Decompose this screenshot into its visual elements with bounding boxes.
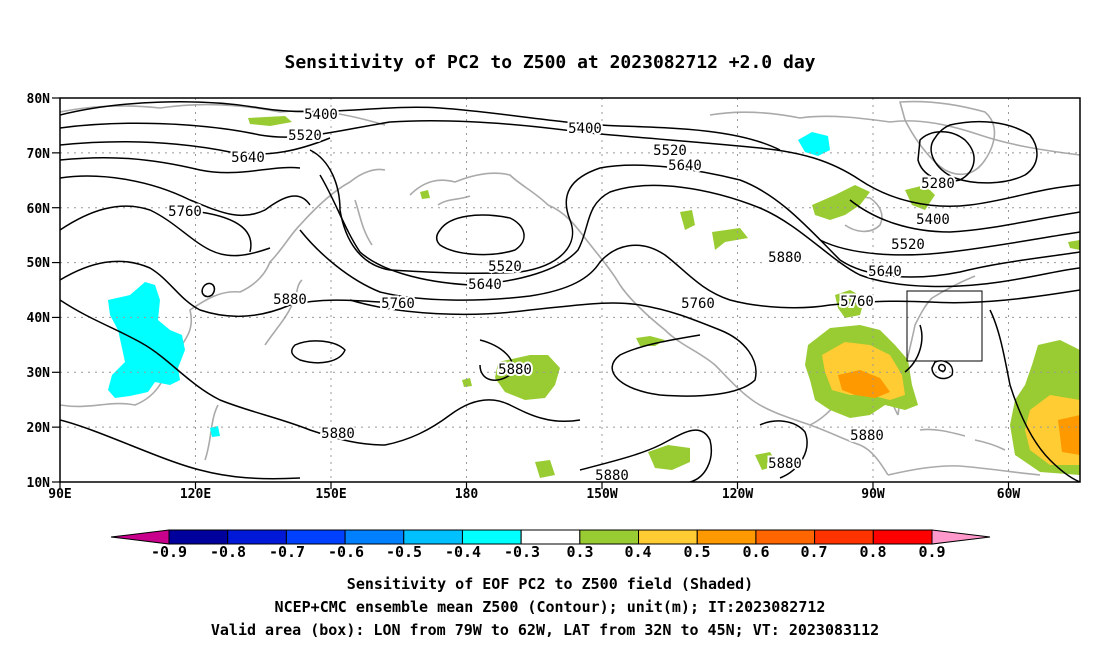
colorbar-cell [814, 529, 874, 545]
lon-label: 120E [180, 487, 211, 502]
axis-ticks [52, 97, 1010, 489]
contour-label: 5880 [321, 426, 355, 442]
caption-line-2: NCEP+CMC ensemble mean Z500 (Contour); u… [275, 598, 826, 616]
colorbar-label: -0.8 [210, 543, 246, 561]
contour-label: 5280 [921, 176, 955, 192]
colorbar-right-triangle [931, 529, 991, 545]
shading-positive [248, 116, 1080, 478]
colorbar-label: 0.8 [859, 543, 886, 561]
graticule [60, 98, 1080, 482]
colorbar-cell [461, 529, 522, 545]
contour-label: 5520 [653, 143, 687, 159]
colorbar: -0.9 -0.8 -0.7 -0.6 -0.5 -0.4 -0.3 0.3 0… [110, 529, 991, 561]
lon-label: 120W [722, 487, 753, 502]
chart-title: Sensitivity of PC2 to Z500 at 2023082712… [284, 52, 815, 73]
lat-labels: 80N 70N 60N 50N 40N 30N 20N 10N [27, 92, 51, 491]
valid-area-box [906, 290, 983, 362]
contour-label: 5520 [488, 259, 522, 275]
colorbar-cell [168, 529, 229, 545]
contour-label: 5760 [168, 204, 202, 220]
colorbar-label: -0.3 [504, 543, 540, 561]
contour-label: 5880 [498, 362, 532, 378]
contour-label: 5400 [304, 107, 338, 123]
contour-labels: 5400 5400 5520 5520 5520 5640 5640 5640 … [166, 105, 957, 484]
colorbar-label: 0.4 [624, 543, 651, 561]
colorbar-label: 0.6 [742, 543, 769, 561]
lon-label: 150E [315, 487, 346, 502]
contour-label: 5880 [768, 250, 802, 266]
colorbar-left-triangle [110, 529, 170, 545]
contour-label: 5640 [231, 150, 265, 166]
lat-label: 80N [27, 92, 51, 107]
lat-label: 10N [27, 476, 51, 491]
colorbar-cell [344, 529, 405, 545]
contour-label: 5640 [668, 158, 702, 174]
contour-label: 5640 [868, 264, 902, 280]
colorbar-label: -0.6 [328, 543, 364, 561]
lon-label: 60W [997, 487, 1021, 502]
shading-negative [108, 132, 830, 437]
lat-label: 30N [27, 366, 51, 381]
plot-frame [59, 97, 1081, 483]
contour-label: 5640 [468, 277, 502, 293]
caption-line-1: Sensitivity of EOF PC2 to Z500 field (Sh… [347, 575, 753, 593]
colorbar-label: -0.4 [445, 543, 481, 561]
contour-label: 5760 [840, 294, 874, 310]
colorbar-label: 0.5 [683, 543, 710, 561]
colorbar-cell [285, 529, 346, 545]
colorbar-label: 0.9 [918, 543, 945, 561]
colorbar-cell [638, 529, 698, 545]
lon-label: 90W [861, 487, 885, 502]
lat-label: 50N [27, 256, 51, 271]
contour-label: 5880 [273, 292, 307, 308]
colorbar-label: 0.3 [566, 543, 593, 561]
lon-label: 90E [48, 487, 71, 502]
lon-label: 150W [586, 487, 617, 502]
lon-labels: 90E 120E 150E 180 150W 120W 90W 60W [48, 487, 1020, 502]
colorbar-label: -0.7 [269, 543, 305, 561]
colorbar-label: -0.5 [386, 543, 422, 561]
contour-label: 5880 [595, 468, 629, 484]
colorbar-cell [579, 529, 640, 545]
lat-label: 40N [27, 311, 51, 326]
colorbar-cell [403, 529, 463, 545]
lat-label: 70N [27, 147, 51, 162]
colorbar-cell [227, 529, 287, 545]
caption-line-3: Valid area (box): LON from 79W to 62W, L… [211, 621, 879, 639]
lat-label: 20N [27, 421, 51, 436]
z500-contours [60, 101, 1080, 482]
captions: Sensitivity of EOF PC2 to Z500 field (Sh… [211, 575, 879, 639]
contour-label: 5760 [681, 296, 715, 312]
colorbar-cell [872, 529, 933, 545]
lat-label: 60N [27, 202, 51, 217]
contour-label: 5520 [288, 128, 322, 144]
colorbar-cell [755, 529, 816, 545]
colorbar-cell [520, 529, 581, 545]
lon-label: 180 [455, 487, 479, 502]
map-plot: 5400 5400 5520 5520 5520 5640 5640 5640 … [60, 98, 1080, 484]
contour-label: 5880 [850, 428, 884, 444]
colorbar-label: 0.7 [800, 543, 827, 561]
colorbar-cell [696, 529, 757, 545]
contour-label: 5400 [916, 212, 950, 228]
colorbar-label: -0.9 [151, 543, 187, 561]
contour-label: 5880 [768, 456, 802, 472]
contour-label: 5760 [381, 296, 415, 312]
contour-label: 5400 [568, 121, 602, 137]
contour-label: 5520 [891, 237, 925, 253]
